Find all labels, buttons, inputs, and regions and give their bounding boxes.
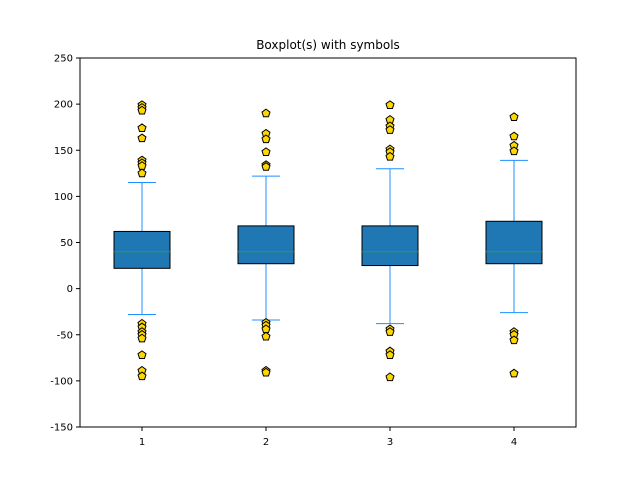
- axes: -150 -100 -50 0 50 100 150 200 250 1 2 3 4: [50, 54, 577, 448]
- y-tick-label: 150: [54, 146, 73, 157]
- box-group-3: [361, 100, 419, 382]
- flier-point: [137, 371, 147, 381]
- flier-point: [137, 333, 147, 343]
- flier-point: [261, 331, 271, 341]
- flier-point: [509, 146, 519, 156]
- flier-point: [509, 368, 519, 378]
- flier-point: [385, 100, 395, 109]
- box-iqr: [361, 225, 419, 267]
- chart-title: Boxplot(s) with symbols: [256, 38, 400, 52]
- y-tick-label: 50: [60, 238, 73, 249]
- flier-point: [385, 327, 395, 336]
- y-tick-label: 250: [54, 54, 73, 65]
- flier-point: [509, 131, 519, 141]
- box-group-4: [485, 112, 543, 378]
- box-iqr: [485, 220, 543, 265]
- box-iqr: [113, 230, 171, 269]
- y-tick-label: -100: [50, 376, 73, 387]
- y-tick-label: -150: [50, 423, 73, 434]
- flier-point: [261, 108, 271, 118]
- flier-point: [261, 147, 271, 156]
- y-tick-label: 100: [54, 192, 73, 203]
- flier-point: [509, 112, 519, 121]
- flier-point: [509, 335, 519, 345]
- x-tick-label: 3: [387, 437, 393, 448]
- flier-point: [385, 151, 395, 161]
- flier-point: [261, 367, 271, 377]
- flier-point: [385, 372, 395, 382]
- flier-point: [137, 350, 147, 359]
- flier-point: [385, 125, 395, 134]
- x-tick-label: 2: [263, 437, 269, 448]
- box-group-1: [113, 100, 171, 381]
- flier-point: [137, 133, 147, 143]
- y-tick-label: 200: [54, 100, 73, 111]
- y-tick-label: -50: [57, 330, 73, 341]
- flier-point: [137, 168, 147, 178]
- x-tick-label: 1: [139, 437, 145, 448]
- box-iqr: [237, 225, 295, 265]
- flier-point: [385, 350, 395, 359]
- plot-area: [113, 100, 543, 382]
- flier-point: [261, 162, 271, 171]
- y-tick-label: 0: [67, 284, 73, 295]
- flier-point: [137, 105, 147, 115]
- flier-point: [261, 134, 271, 144]
- flier-point: [137, 123, 147, 133]
- box-group-2: [237, 108, 295, 377]
- x-tick-label: 4: [511, 437, 517, 448]
